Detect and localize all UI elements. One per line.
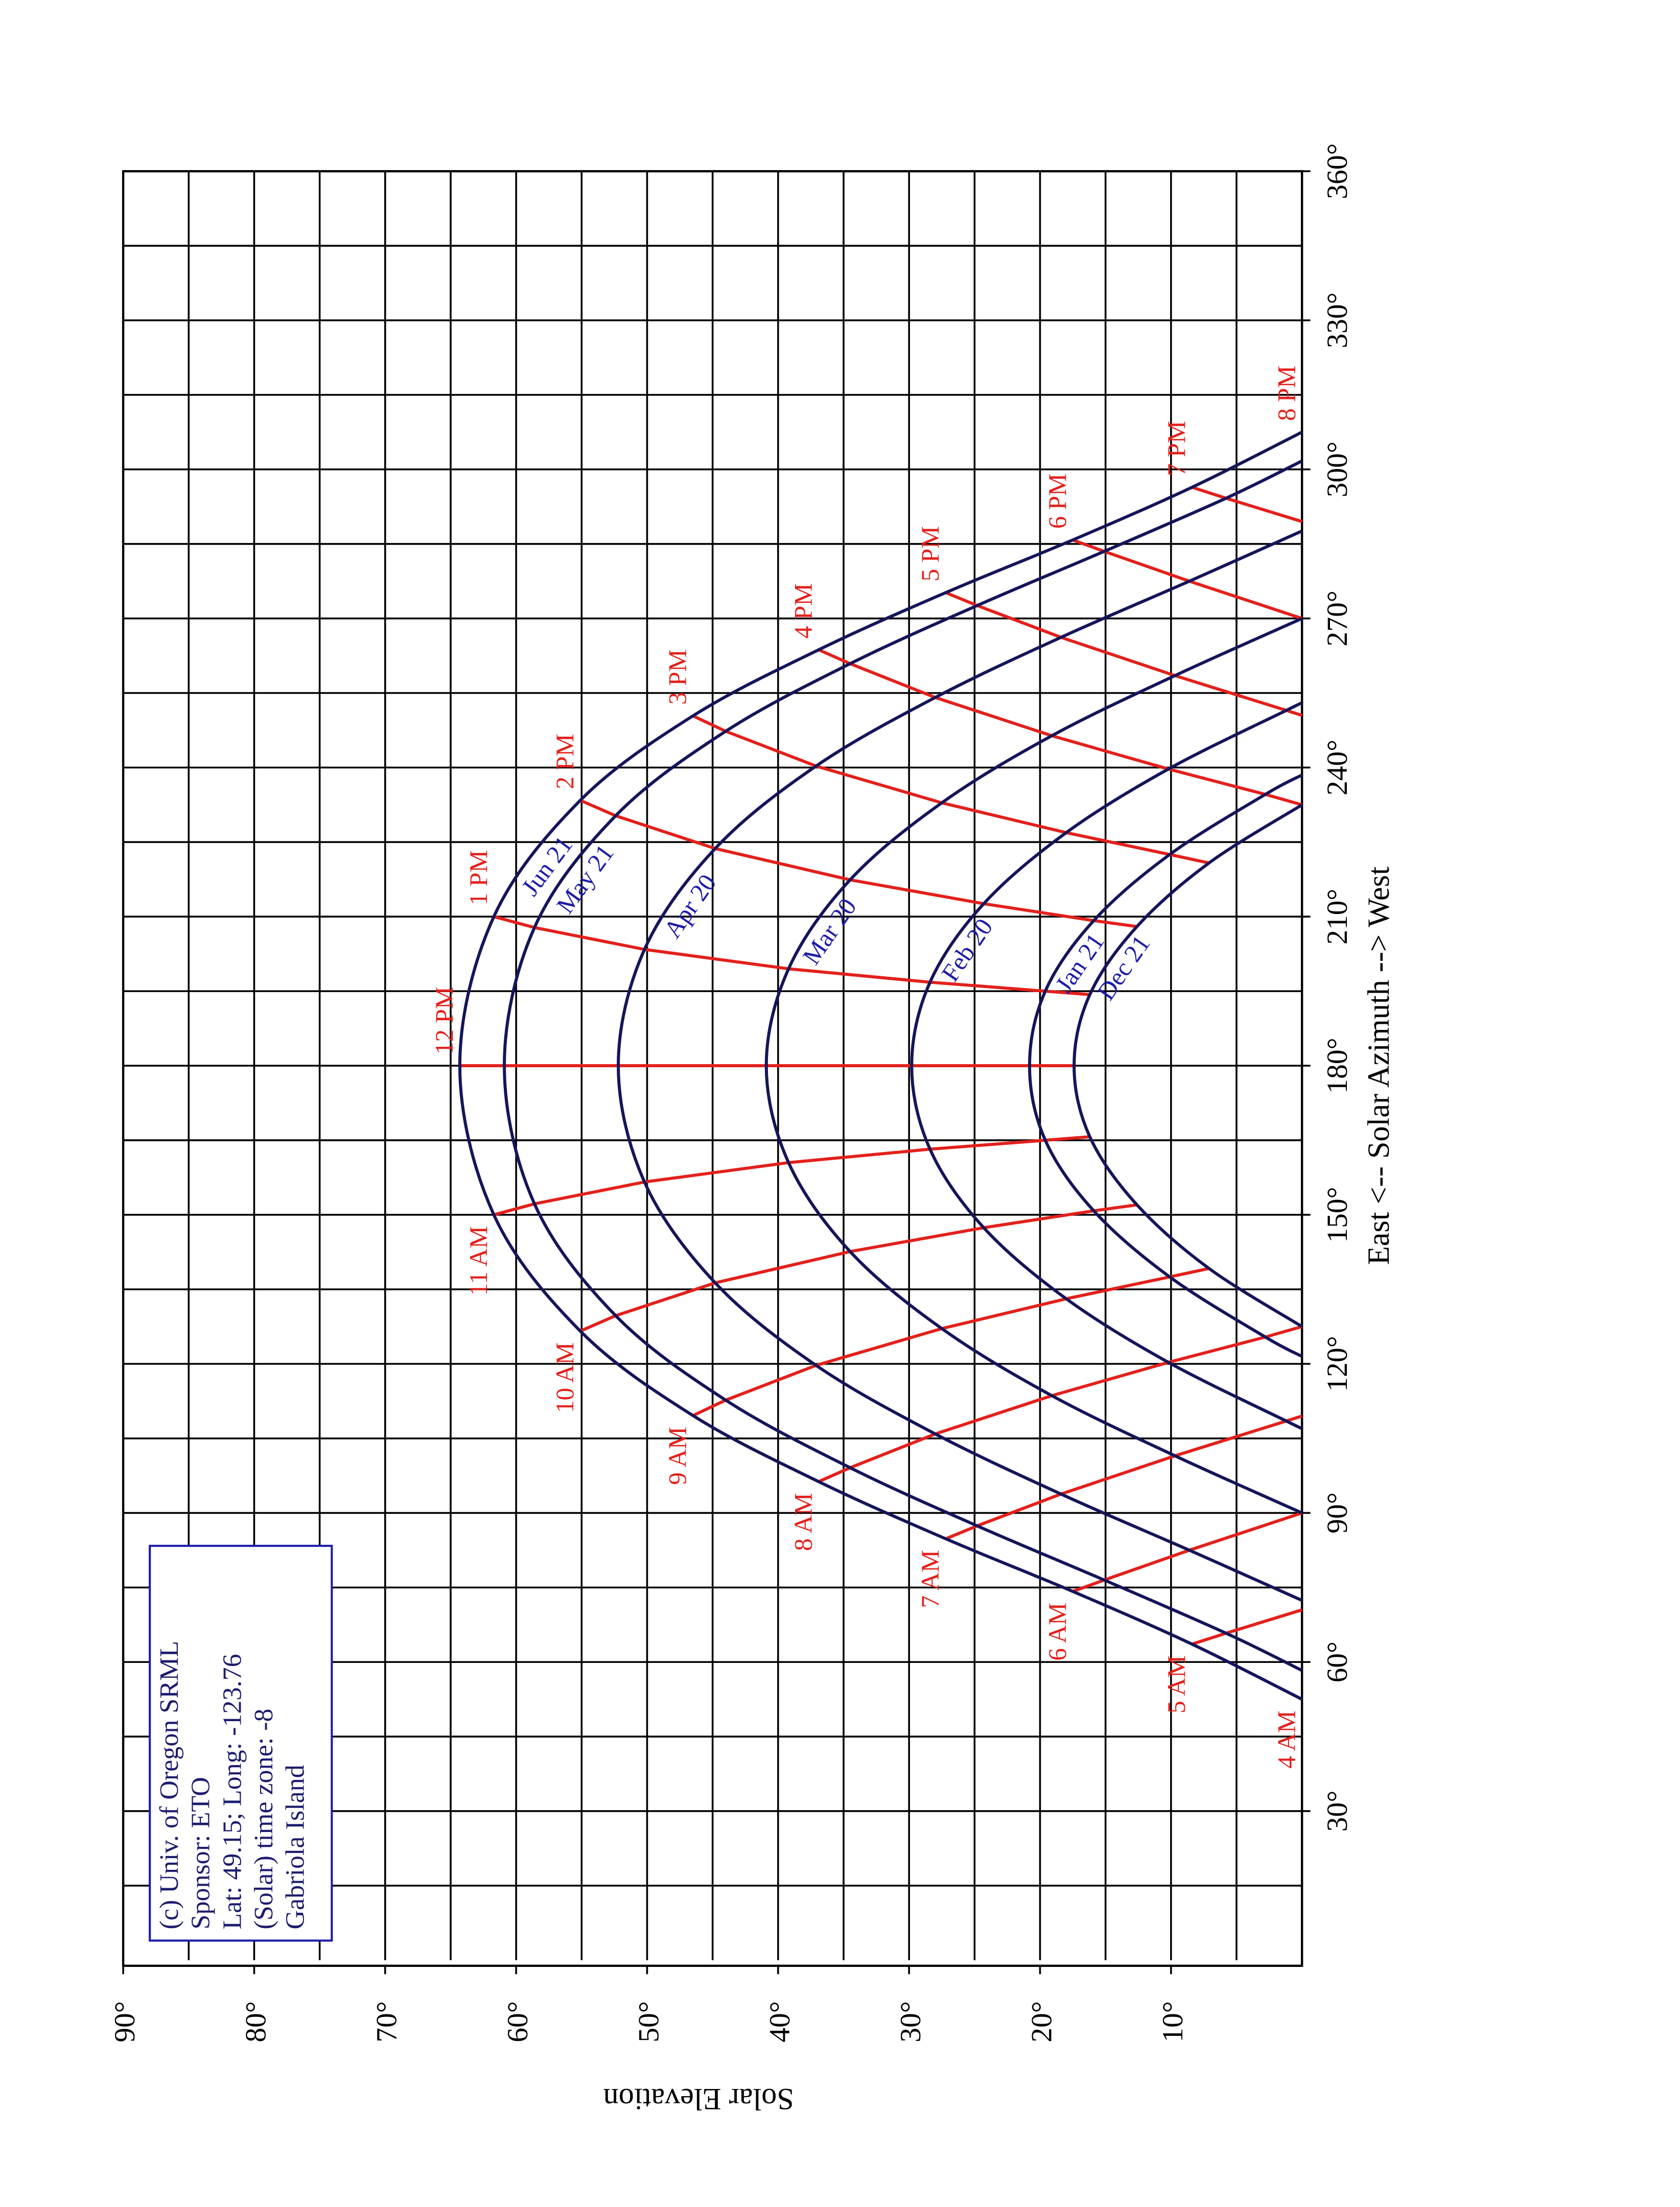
sun-path: [1072, 803, 1303, 1328]
sun-path: [1028, 773, 1303, 1358]
sun-path: [617, 529, 1303, 1602]
hour-label: 12 PM: [430, 987, 458, 1054]
hour-line: [945, 1414, 1303, 1540]
y-tick-label: 10°: [1157, 2001, 1189, 2042]
y-axis-title: Solar Elevation: [603, 2082, 794, 2116]
y-tick-label: 70°: [371, 2001, 403, 2042]
x-tick-label: 180°: [1321, 1038, 1354, 1093]
x-tick-label: 360°: [1321, 144, 1354, 199]
x-tick-label: 30°: [1321, 1791, 1354, 1832]
y-tick-label: 40°: [764, 2001, 796, 2042]
sun-path: [503, 459, 1303, 1672]
sun-path: [910, 701, 1303, 1430]
hour-label: 8 PM: [1273, 366, 1301, 421]
x-tick-label: 60°: [1321, 1641, 1354, 1683]
info-text: Gabriola Island: [281, 1765, 310, 1929]
hour-label: 6 PM: [1043, 474, 1071, 529]
x-tick-label: 90°: [1321, 1492, 1354, 1534]
y-tick-label: 60°: [502, 2001, 534, 2042]
hour-label: 5 PM: [916, 526, 944, 581]
hour-line: [1072, 538, 1303, 620]
hour-line: [1072, 1511, 1303, 1593]
x-tick-label: 330°: [1321, 292, 1354, 348]
x-axis-title: East <-- Solar Azimuth --> West: [1362, 866, 1396, 1265]
y-tick-label: 80°: [240, 2001, 272, 2042]
info-box: [149, 1544, 333, 1942]
info-text: (c) Univ. of Oregon SRML: [155, 1641, 184, 1930]
info-text: Sponsor: ETO: [186, 1777, 216, 1929]
hour-label: 3 PM: [664, 649, 692, 705]
info-text: (Solar) time zone: -8: [249, 1708, 278, 1929]
plot-frame: [122, 170, 1303, 1967]
x-tick-label: 120°: [1321, 1336, 1354, 1392]
x-tick-label: 270°: [1321, 591, 1354, 646]
hour-label: 8 AM: [789, 1493, 818, 1551]
x-tick-label: 240°: [1321, 740, 1354, 795]
hour-label: 9 AM: [664, 1427, 692, 1485]
hour-label: 5 AM: [1162, 1655, 1191, 1713]
x-tick-label: 300°: [1321, 441, 1354, 497]
hour-label: 1 PM: [464, 850, 493, 905]
hour-label: 4 PM: [789, 583, 818, 639]
y-tick-label: 50°: [633, 2001, 665, 2042]
hour-label: 10 AM: [551, 1342, 579, 1413]
y-tick-label: 30°: [895, 2001, 927, 2042]
hour-label: 7 AM: [916, 1550, 944, 1608]
hour-label: 7 PM: [1162, 421, 1191, 476]
info-text: Lat: 49.15; Long: -123.76: [218, 1654, 247, 1929]
x-tick-label: 210°: [1321, 889, 1354, 945]
sun-path: [458, 431, 1303, 1701]
y-tick-label: 90°: [109, 2001, 141, 2042]
hour-label: 11 AM: [464, 1226, 493, 1296]
hour-line: [945, 591, 1303, 717]
hour-label: 2 PM: [551, 734, 579, 789]
y-tick-label: 20°: [1025, 2001, 1058, 2042]
hour-label: 4 AM: [1273, 1710, 1301, 1769]
x-tick-label: 150°: [1321, 1187, 1354, 1242]
sun-path: [764, 617, 1303, 1515]
hour-label: 6 AM: [1043, 1603, 1071, 1661]
